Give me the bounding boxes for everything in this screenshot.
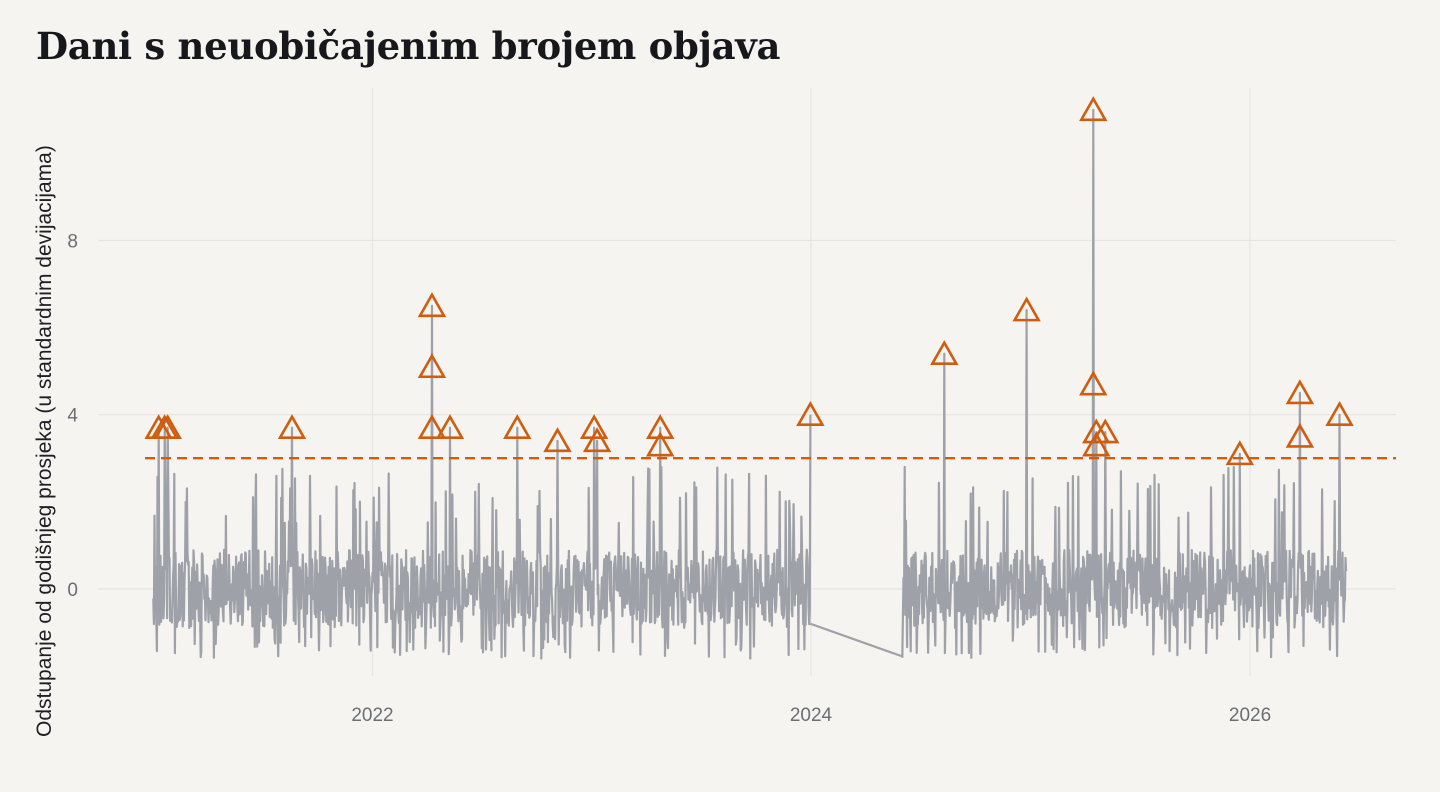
outlier-marker — [153, 414, 182, 440]
outlier-marker — [1225, 440, 1255, 466]
outlier-marker — [417, 292, 447, 318]
outlier-marker — [277, 414, 307, 440]
outlier-marker — [1285, 379, 1315, 405]
outlier-marker — [1091, 418, 1120, 444]
outlier-marker — [1012, 296, 1041, 322]
outlier-marker — [645, 414, 675, 440]
outlier-marker — [1079, 96, 1108, 122]
outlier-marker — [435, 414, 465, 440]
outlier-marker — [1082, 431, 1111, 457]
outlier-marker — [1079, 370, 1108, 396]
series-group — [152, 108, 1348, 660]
outlier-marker — [417, 414, 447, 440]
x-tick-labels: 2022 2024 2026 — [351, 705, 1271, 726]
x-tick-label: 2022 — [351, 705, 393, 726]
x-tick-label: 2026 — [1229, 705, 1271, 726]
series-line-2 — [901, 108, 1348, 659]
outlier-marker — [1325, 401, 1354, 426]
outlier-marker — [930, 340, 959, 365]
outlier-marker — [503, 414, 532, 440]
outlier-marker — [417, 353, 447, 379]
y-tick-label: 8 — [67, 231, 78, 252]
y-tick-labels: 0 4 8 — [67, 231, 78, 600]
outlier-markers — [144, 96, 1354, 466]
series-line-1 — [152, 304, 812, 660]
y-axis-title: Odstupanje od godišnjeg prosjeka (u stan… — [33, 145, 56, 737]
outlier-marker — [579, 414, 609, 440]
outlier-marker — [796, 401, 825, 426]
y-tick-label: 0 — [67, 580, 78, 601]
outlier-marker — [1285, 422, 1315, 448]
y-tick-label: 4 — [67, 406, 78, 427]
outlier-marker — [582, 427, 612, 453]
outlier-marker — [645, 431, 675, 457]
chart-title: Dani s neuobičajenim brojem objava — [36, 24, 781, 68]
x-tick-label: 2024 — [790, 705, 833, 726]
series-gap-connector — [809, 622, 903, 658]
outlier-marker — [543, 427, 572, 453]
